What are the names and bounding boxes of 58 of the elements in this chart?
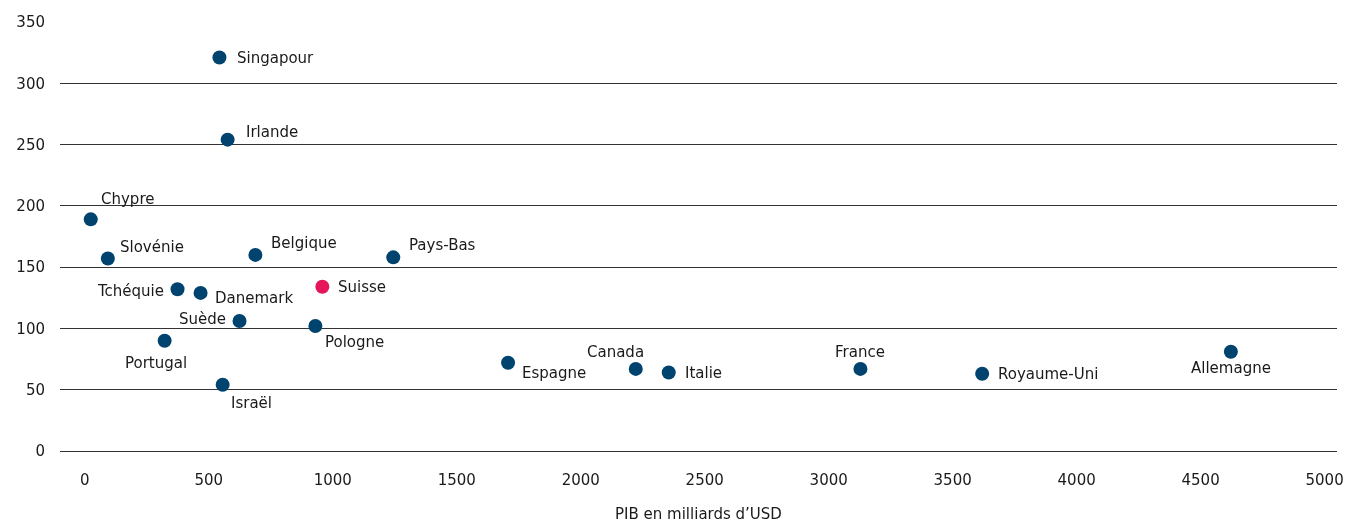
x-tick-label: 5000 — [1305, 471, 1344, 489]
annotation: Israël — [231, 394, 272, 412]
point — [853, 361, 868, 376]
point — [386, 250, 401, 265]
annotation: Portugal — [125, 354, 188, 372]
x-tick-label: 500 — [194, 471, 224, 489]
point — [248, 247, 263, 262]
y-tick-label: 250 — [16, 135, 45, 154]
x-tick-label: 4500 — [1181, 471, 1220, 489]
x-tick-label: 3500 — [933, 471, 972, 489]
annotation: France — [835, 343, 885, 361]
x-tick-label: 1000 — [313, 471, 352, 489]
point — [220, 132, 235, 147]
annotation: Italie — [685, 364, 723, 382]
point — [212, 50, 227, 65]
annotation: Suède — [179, 310, 227, 328]
annotation: Royaume-Uni — [998, 365, 1099, 383]
x-tick-label: 0 — [80, 471, 90, 489]
y-tick-label: 150 — [16, 258, 45, 277]
point — [975, 366, 990, 381]
x-tick-label: 4000 — [1057, 471, 1096, 489]
y-tick-label: 200 — [16, 197, 45, 216]
annotation: Singapour — [237, 49, 315, 67]
x-tick-label: 1500 — [437, 471, 476, 489]
x-axis-title: PIB en milliards d’USD — [615, 505, 782, 523]
y-tick-label: 0 — [35, 442, 45, 461]
point — [308, 318, 323, 333]
point — [1223, 344, 1238, 359]
annotation: Tchéquie — [97, 282, 165, 300]
point — [215, 377, 230, 392]
annotation: Irlande — [246, 123, 299, 141]
x-tick-label: 3000 — [809, 471, 848, 489]
y-tick-label: 300 — [16, 74, 45, 93]
annotation: Allemagne — [1191, 359, 1271, 377]
annotation: Belgique — [271, 234, 337, 252]
point — [83, 212, 98, 227]
x-tick-label: 2500 — [685, 471, 724, 489]
annotation: Slovénie — [120, 238, 184, 256]
annotation: Canada — [587, 343, 645, 361]
annotation: Espagne — [522, 364, 587, 382]
y-tick-label: 50 — [25, 380, 45, 399]
y-tick-label: 100 — [16, 319, 45, 338]
y-tick-label: 350 — [16, 13, 45, 32]
point — [157, 333, 172, 348]
point — [661, 365, 676, 380]
point — [170, 282, 185, 297]
point — [501, 355, 516, 370]
annotation: Pologne — [325, 333, 385, 351]
point — [100, 251, 115, 266]
point — [315, 279, 330, 294]
x-tick-label: 2000 — [561, 471, 600, 489]
point — [628, 361, 643, 376]
annotation: Suisse — [338, 278, 387, 296]
annotation: Danemark — [215, 289, 294, 307]
annotation: Chypre — [101, 190, 155, 208]
point — [193, 285, 208, 300]
annotation: Pays-Bas — [409, 236, 476, 254]
point — [232, 314, 247, 329]
